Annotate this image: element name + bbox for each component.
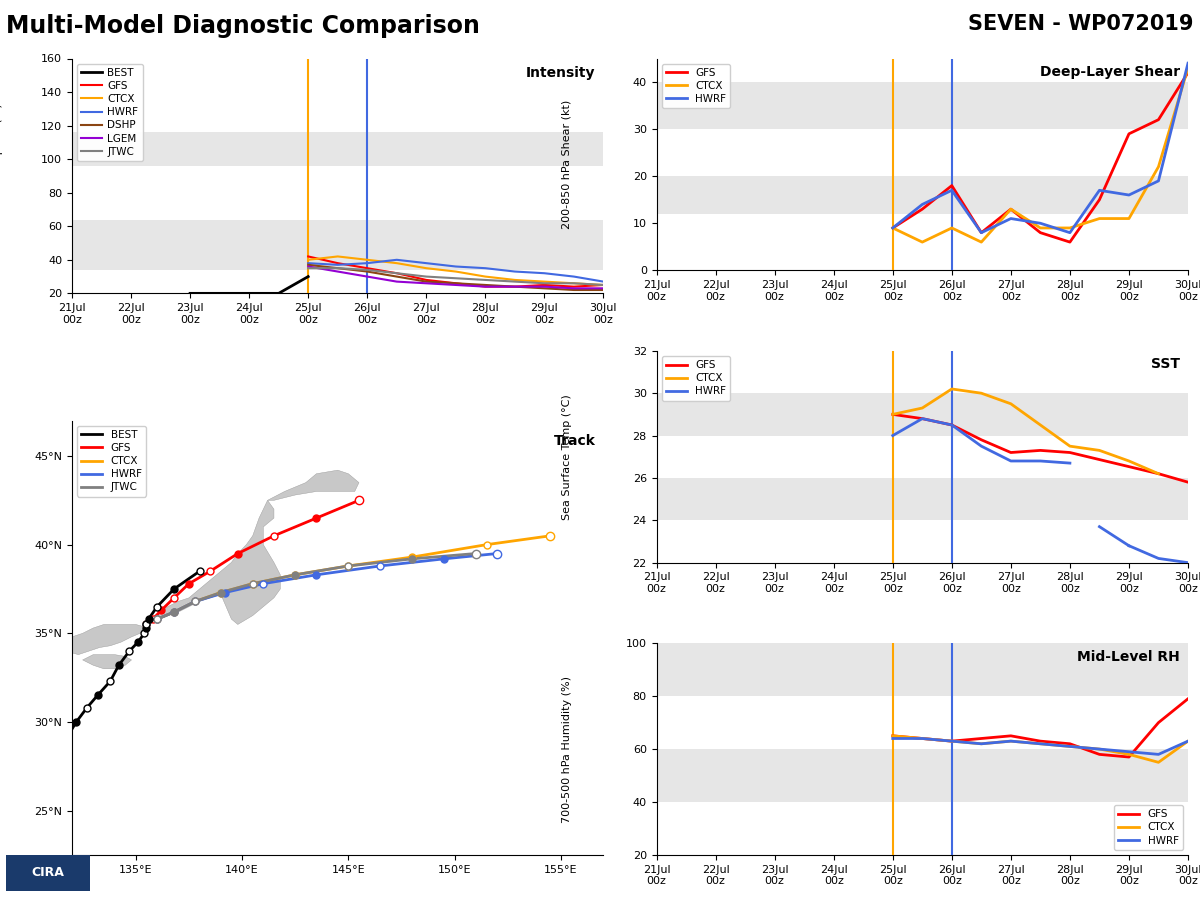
Bar [72, 132, 604, 166]
Y-axis label: Sea Surface Temp (°C): Sea Surface Temp (°C) [562, 394, 571, 519]
Text: Track: Track [553, 434, 595, 447]
Polygon shape [83, 654, 132, 669]
Polygon shape [268, 470, 359, 500]
Legend: GFS, CTCX, HWRF: GFS, CTCX, HWRF [661, 64, 731, 108]
Legend: GFS, CTCX, HWRF: GFS, CTCX, HWRF [661, 356, 731, 400]
Text: Deep-Layer Shear: Deep-Layer Shear [1040, 65, 1180, 79]
Text: SEVEN - WP072019: SEVEN - WP072019 [968, 14, 1194, 33]
Legend: BEST, GFS, CTCX, HWRF, DSHP, LGEM, JTWC: BEST, GFS, CTCX, HWRF, DSHP, LGEM, JTWC [77, 64, 143, 161]
Bar [656, 82, 1188, 129]
Legend: BEST, GFS, CTCX, HWRF, JTWC: BEST, GFS, CTCX, HWRF, JTWC [77, 426, 145, 497]
Bar [656, 749, 1188, 802]
Y-axis label: 700-500 hPa Humidity (%): 700-500 hPa Humidity (%) [562, 676, 571, 823]
Bar [656, 478, 1188, 520]
Text: Multi-Model Diagnostic Comparison: Multi-Model Diagnostic Comparison [6, 14, 480, 38]
Y-axis label: 10m Max Wind Speed (kt): 10m Max Wind Speed (kt) [0, 104, 2, 248]
Text: Mid-Level RH: Mid-Level RH [1078, 650, 1180, 663]
Text: CIRA: CIRA [31, 867, 65, 879]
Bar [656, 644, 1188, 696]
Bar [656, 393, 1188, 436]
Polygon shape [30, 660, 72, 701]
Text: SST: SST [1151, 357, 1180, 371]
Legend: GFS, CTCX, HWRF: GFS, CTCX, HWRF [1115, 806, 1183, 850]
Polygon shape [0, 572, 8, 647]
Text: Intensity: Intensity [526, 66, 595, 79]
Polygon shape [47, 500, 281, 654]
Bar [72, 220, 604, 270]
Y-axis label: 200-850 hPa Shear (kt): 200-850 hPa Shear (kt) [562, 100, 571, 229]
Bar [656, 176, 1188, 214]
